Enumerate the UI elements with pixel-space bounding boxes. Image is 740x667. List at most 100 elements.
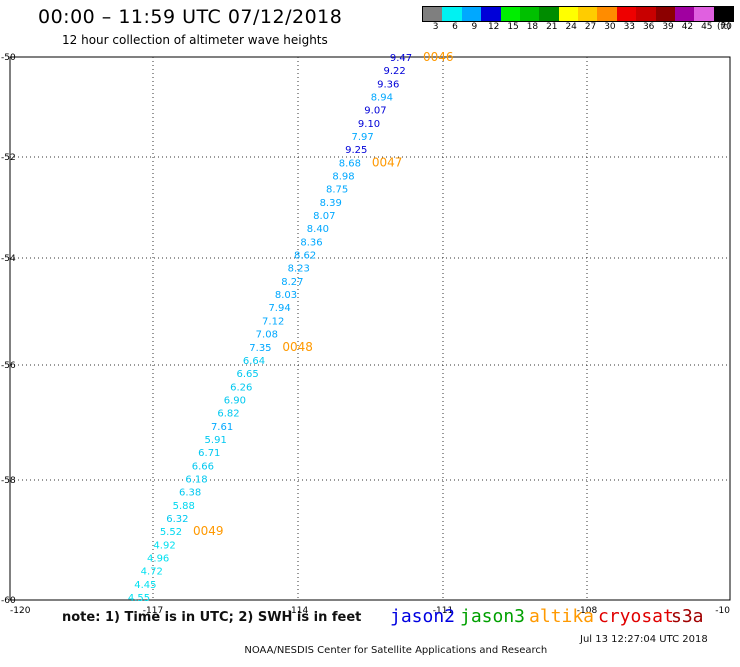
legend-label: 36: [642, 22, 655, 32]
page-title: 00:00 – 11:59 UTC 07/12/2018: [38, 6, 343, 28]
wave-height-label: 9.07: [364, 106, 386, 117]
wave-height-label: 7.12: [262, 316, 284, 327]
longitude-labels: -120 -117 -114 -111 -108 -10: [10, 606, 730, 616]
pass-time-label: 0049: [193, 524, 224, 538]
wave-height-label: 8.07: [313, 211, 335, 222]
wave-height-label: 7.94: [268, 303, 290, 314]
units-note: note: 1) Time is in UTC; 2) SWH is in fe…: [62, 610, 362, 625]
legend-swatch: [597, 7, 617, 21]
wave-height-label: 6.26: [230, 382, 252, 393]
wave-height-label: 8.98: [332, 172, 354, 183]
legend-swatch: [578, 7, 598, 21]
page-subtitle: 12 hour collection of altimeter wave hei…: [62, 33, 328, 47]
legend-swatch: [442, 7, 462, 21]
legend-label: 18: [526, 22, 539, 32]
wave-height-label: 6.18: [185, 474, 207, 485]
wave-height-label: 8.39: [320, 198, 342, 209]
legend-label: 39: [662, 22, 674, 32]
wave-height-label: 4.45: [134, 580, 156, 591]
wave-height-label: 4.72: [141, 567, 163, 578]
legend-label: 12: [487, 22, 500, 32]
legend-swatch: [636, 7, 656, 21]
latitude-tick-label: -54: [1, 254, 16, 264]
footer: NOAA/NESDIS Center for Satellite Applica…: [238, 634, 707, 667]
latitude-tick-label: -58: [1, 476, 16, 486]
wave-height-label: 8.94: [371, 93, 393, 104]
legend-label: 27: [584, 22, 597, 32]
wave-height-map[interactable]: -120 -117 -114 -111 -108 -10 -50-52-54-56-58-…: [0, 0, 740, 650]
wave-height-label: 9.22: [383, 66, 405, 77]
map-frame: [9, 56, 731, 601]
wave-height-label: 7.35: [249, 343, 271, 354]
wave-height-label: 7.97: [352, 132, 374, 143]
wave-height-label: 8.40: [307, 224, 329, 235]
wave-height-label: 7.08: [256, 330, 278, 341]
legend-swatch: [481, 7, 501, 21]
wave-height-label: 8.36: [300, 237, 322, 248]
legend-label: 45: [701, 22, 713, 32]
legend-swatch: [539, 7, 559, 21]
wave-height-label: 4.92: [153, 540, 175, 551]
color-scale-labels: 3 6 9 12 15 18 21 24 27 30 33 36 39 42 45 70: [422, 22, 732, 34]
wave-height-label: 6.82: [217, 409, 239, 420]
wave-height-label: 9.47: [390, 53, 412, 64]
legend-swatch: [713, 7, 733, 21]
legend-swatch: [655, 7, 675, 21]
longitude-tick-label: -117: [143, 606, 163, 616]
wave-height-label: 9.36: [377, 79, 399, 90]
legend-swatch: [558, 7, 578, 21]
legend-label: 33: [623, 22, 636, 32]
wave-height-label: 8.27: [281, 277, 303, 288]
legend-label: 6: [452, 22, 458, 32]
wave-height-label: 5.52: [160, 527, 182, 538]
wave-height-label: 6.64: [243, 356, 265, 367]
legend-swatch: [461, 7, 482, 21]
longitude-tick-label: -108: [577, 606, 598, 616]
legend-swatch: [674, 7, 695, 21]
legend-label: 15: [507, 22, 519, 32]
latitude-tick-label: -50: [1, 53, 16, 63]
pass-time-label: 0047: [372, 155, 403, 169]
map-grid: [10, 57, 730, 600]
pass-time-label: 0048: [282, 340, 313, 354]
wave-height-label: 9.25: [345, 145, 367, 156]
satellite-key-cryosat: cryosat: [598, 606, 674, 627]
wave-height-label: 8.23: [288, 264, 310, 275]
legend-label: 21: [546, 22, 558, 32]
legend-swatch: [616, 7, 637, 21]
wave-height-label: 6.66: [192, 461, 214, 472]
satellite-key-s3a: s3a: [671, 606, 704, 627]
wave-height-label: 7.61: [211, 422, 233, 433]
latitude-tick-label: -52: [1, 153, 16, 163]
wave-height-label: 8.62: [294, 251, 316, 262]
wave-height-label: 5.88: [173, 501, 195, 512]
longitude-tick-label: -111: [433, 606, 453, 616]
wave-height-label: 4.96: [147, 553, 169, 564]
longitude-tick-label: -10: [715, 606, 730, 616]
legend-swatch: [500, 7, 520, 21]
legend-label: 70: [720, 22, 732, 32]
satellite-key-jason3: jason3: [460, 606, 526, 627]
credit-text: NOAA/NESDIS Center for Satellite Applica…: [244, 645, 548, 656]
legend-unit: (ft): [717, 22, 731, 32]
legend-label: 42: [681, 22, 694, 32]
legend-label: 9: [471, 22, 478, 32]
satellite-key-jason2: jason2: [390, 606, 456, 627]
color-scale-legend: [422, 6, 734, 22]
legend-label: 30: [604, 22, 616, 32]
satellite-track: 9.47 9.22 9.36 8.94 9.07 9.10 7.97 9.25 8.68 8.98…: [128, 53, 412, 604]
wave-height-label: 6.38: [179, 488, 201, 499]
wave-height-label: 8.75: [326, 185, 348, 196]
pass-time-labels: 0046 0047 0048 0049: [193, 50, 454, 538]
legend-label: 24: [565, 22, 577, 32]
legend-swatch: [694, 7, 714, 21]
latitude-tick-label: -60: [1, 596, 16, 606]
legend-label: 3: [432, 22, 439, 32]
latitude-tick-label: -56: [1, 361, 16, 371]
longitude-tick-label: -120: [10, 606, 31, 616]
wave-height-label: 6.65: [237, 369, 259, 380]
wave-height-label: 9.10: [358, 119, 380, 130]
legend-swatch: [519, 7, 540, 21]
wave-height-label: 6.90: [224, 395, 246, 406]
wave-height-label: 6.71: [198, 448, 220, 459]
